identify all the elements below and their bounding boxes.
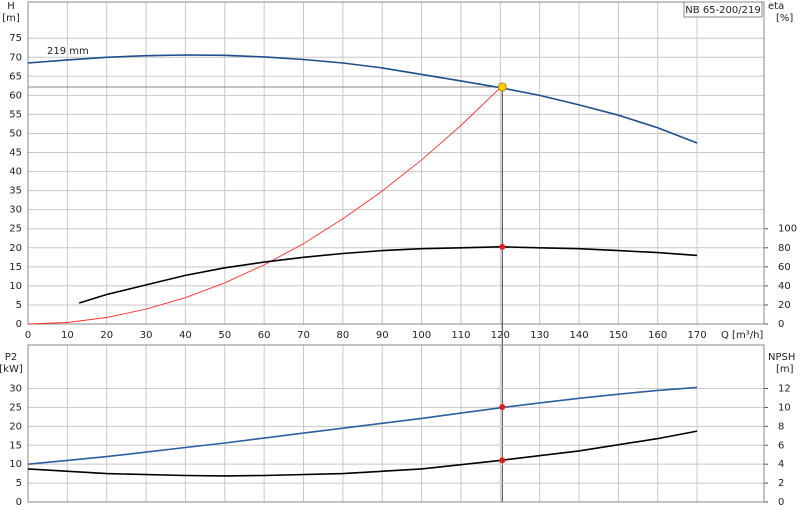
y-tick-label: 60 <box>9 90 22 101</box>
y2-tick-label: 4 <box>778 459 784 470</box>
y-tick-label: 70 <box>9 52 22 63</box>
x-tick-label: 140 <box>569 330 588 341</box>
x-tick-label: 150 <box>609 330 628 341</box>
x-tick-label: 40 <box>179 330 192 341</box>
y-tick-label: 0 <box>16 497 22 508</box>
x-tick-label: 130 <box>530 330 549 341</box>
point-marker <box>499 404 506 411</box>
y-tick-label: 35 <box>9 186 22 197</box>
chart-title: NB 65-200/219 <box>685 5 760 16</box>
x-axis-label: Q [m³/h] <box>721 330 763 341</box>
curve <box>27 54 698 144</box>
y2-tick-label: 12 <box>778 384 791 395</box>
y2-tick-label: 20 <box>778 300 791 311</box>
y2-tick-label: 0 <box>778 319 784 330</box>
x-tick-label: 20 <box>100 330 113 341</box>
y-axis-label: [kW] <box>0 364 23 375</box>
curve <box>27 87 501 325</box>
y2-axis-label: NPSH <box>768 352 795 363</box>
y-tick-label: 40 <box>9 167 22 178</box>
plot-frame <box>27 1 765 325</box>
y2-tick-label: 40 <box>778 281 791 292</box>
y-axis-label: P2 <box>5 352 17 363</box>
y-tick-label: 15 <box>9 440 22 451</box>
x-tick-label: 160 <box>648 330 667 341</box>
y-tick-label: 20 <box>9 421 22 432</box>
x-tick-label: 100 <box>412 330 431 341</box>
y2-tick-label: 6 <box>778 440 784 451</box>
y-tick-label: 55 <box>9 109 22 120</box>
y-tick-label: 10 <box>9 459 22 470</box>
curve <box>78 245 698 304</box>
x-tick-label: 170 <box>688 330 707 341</box>
x-tick-label: 10 <box>61 330 74 341</box>
y-tick-label: 25 <box>9 402 22 413</box>
y2-axis-label: eta <box>768 1 784 12</box>
y-tick-label: 5 <box>16 478 22 489</box>
plot-frame <box>27 344 765 503</box>
x-tick-label: 70 <box>297 330 310 341</box>
title-box <box>683 1 763 18</box>
y-tick-label: 75 <box>9 33 22 44</box>
y2-tick-label: 0 <box>778 497 784 508</box>
y-tick-label: 50 <box>9 128 22 139</box>
y-tick-label: 20 <box>9 243 22 254</box>
y-axis-label: [m] <box>2 13 20 24</box>
y-tick-label: 0 <box>16 319 22 330</box>
curve <box>27 386 698 465</box>
y2-axis-label: [%] <box>776 13 793 24</box>
y-tick-label: 45 <box>9 148 22 159</box>
y2-tick-label: 2 <box>778 478 784 489</box>
x-tick-label: 120 <box>491 330 510 341</box>
y-tick-label: 10 <box>9 281 22 292</box>
y2-tick-label: 8 <box>778 421 784 432</box>
y-tick-label: 15 <box>9 262 22 273</box>
curve <box>27 430 698 477</box>
x-tick-label: 60 <box>258 330 271 341</box>
y-tick-label: 65 <box>9 71 22 82</box>
y-tick-label: 30 <box>9 384 22 395</box>
y2-tick-label: 100 <box>778 224 797 235</box>
y2-axis-label: [m] <box>776 364 794 375</box>
y-tick-label: 5 <box>16 300 22 311</box>
y-axis-label: H <box>7 1 15 12</box>
x-tick-label: 30 <box>140 330 153 341</box>
x-tick-label: 0 <box>25 330 31 341</box>
point-marker <box>499 457 506 464</box>
y2-tick-label: 60 <box>778 262 791 273</box>
x-tick-label: 110 <box>451 330 470 341</box>
operating-point <box>497 82 507 92</box>
x-tick-label: 50 <box>218 330 231 341</box>
point-marker <box>499 243 506 250</box>
y2-tick-label: 80 <box>778 243 791 254</box>
y2-tick-label: 10 <box>778 402 791 413</box>
x-tick-label: 80 <box>336 330 349 341</box>
annotation: 219 mm <box>47 46 89 57</box>
x-tick-label: 90 <box>376 330 389 341</box>
y-tick-label: 30 <box>9 205 22 216</box>
y-tick-label: 25 <box>9 224 22 235</box>
